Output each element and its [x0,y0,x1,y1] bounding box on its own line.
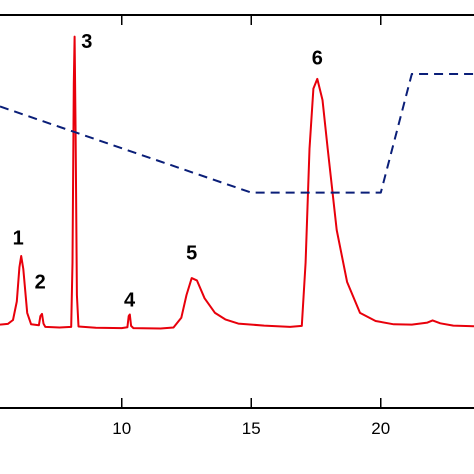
peak-label-5: 5 [186,242,197,264]
peak-labels: 12 3 4 5 6 [13,31,323,311]
series-layer [0,35,474,330]
peak-label-1: 1 [13,228,24,250]
peak-label-2: 2 [35,272,46,294]
plot-frame [0,14,474,409]
x-tick-label: 15 [242,419,261,438]
gradient-dashed-line [0,73,474,194]
x-tick-label: 20 [371,419,390,438]
signal-trace-line [0,35,474,330]
peak-label-6: 6 [312,47,323,69]
x-axis-ticks: 10 15 20 [112,15,390,438]
peak-label-3: 3 [81,31,92,53]
peak-label-4: 4 [124,289,136,311]
x-tick-label: 10 [112,419,131,438]
